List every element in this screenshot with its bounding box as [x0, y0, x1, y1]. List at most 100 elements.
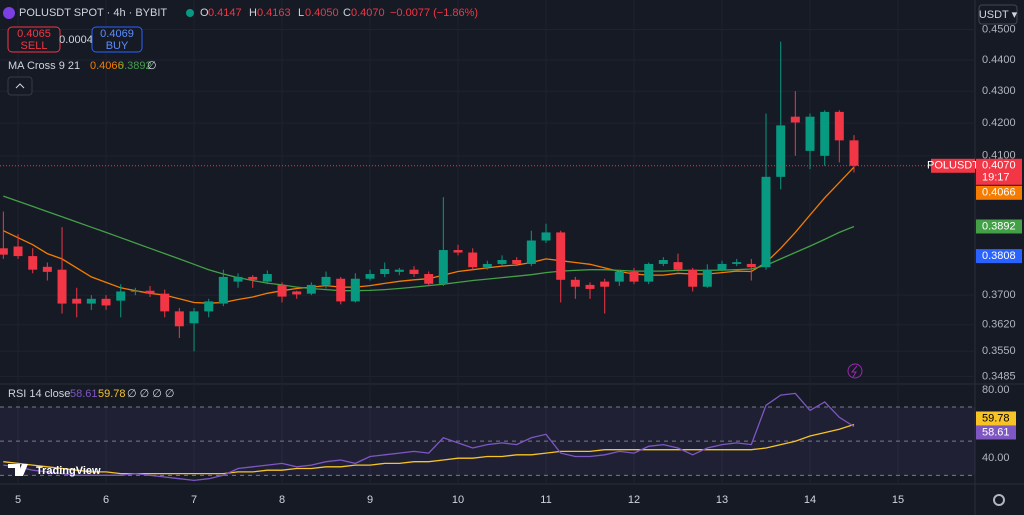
y-tick-label: 0.4100 — [982, 150, 1016, 162]
watermark: TradingView — [36, 465, 101, 477]
ohlc-change: −0.0077 (−1.86%) — [390, 7, 478, 19]
candle-body — [541, 232, 551, 241]
candle-body — [336, 278, 346, 302]
candle-body — [658, 260, 668, 264]
candle-body — [438, 250, 448, 284]
candle-body — [512, 260, 522, 264]
sell-price[interactable]: 0.4065 — [17, 28, 51, 40]
x-tick-label: 13 — [716, 494, 728, 506]
candle-body — [233, 276, 243, 282]
ohlc-value: 0.4070 — [351, 7, 385, 19]
candle-body — [482, 263, 492, 268]
indicator-flag: ∅ ∅ ∅ ∅ — [127, 388, 175, 400]
candle-body — [556, 232, 566, 280]
price-tag-box — [976, 158, 1022, 185]
candle-body — [746, 263, 756, 268]
buy-button[interactable]: 0.4069 BUY — [91, 26, 143, 53]
candle-body — [526, 240, 536, 264]
ohlc-key: O — [200, 7, 209, 19]
price-tag: 0.4070 — [982, 160, 1016, 172]
symbol-tag: POLUSDT — [927, 160, 979, 172]
candle-body — [629, 271, 639, 282]
x-tick-label: 5 — [15, 494, 21, 506]
y-tick-label: 0.3550 — [982, 345, 1016, 357]
symbol-title: POLUSDT SPOT · 4h · BYBIT — [19, 7, 167, 19]
alert-bolt[interactable] — [850, 365, 858, 378]
symbol-tag-box — [931, 158, 975, 173]
sell-label[interactable]: SELL — [21, 40, 48, 52]
ohlc-value: 0.4050 — [305, 7, 339, 19]
alert-circle[interactable] — [847, 363, 863, 379]
candle-body — [776, 125, 786, 177]
settings-button[interactable] — [993, 494, 1005, 506]
price-tag-box — [976, 411, 1016, 426]
collapse-icon[interactable] — [15, 83, 25, 89]
settings-icon[interactable] — [993, 494, 1005, 506]
candle-body — [688, 269, 698, 287]
x-tick-label: 6 — [103, 494, 109, 506]
currency[interactable]: USDT ▾ — [979, 9, 1018, 21]
candle-body — [86, 298, 96, 304]
indicator-value: 59.78 — [98, 388, 126, 400]
candle-body — [453, 250, 463, 253]
y-tick-label: 0.4400 — [982, 54, 1016, 66]
currency-box[interactable] — [978, 4, 1018, 25]
buy-box[interactable] — [91, 26, 143, 53]
overlay: POLUSDT SPOT · 4h · BYBIT O 0.4147 H 0.4… — [3, 4, 1018, 506]
price-tag-box — [976, 219, 1022, 234]
y-tick-label: 0.4300 — [982, 85, 1016, 97]
candle-body — [160, 293, 170, 312]
buy-price[interactable]: 0.4069 — [100, 28, 134, 40]
candle-body — [57, 269, 67, 304]
collapse-box[interactable] — [7, 76, 33, 96]
candle-body — [365, 274, 375, 279]
ohlc-key: H — [249, 7, 257, 19]
y-tick-label: 0.3620 — [982, 319, 1016, 331]
indicator-value: 0.4066 — [90, 60, 124, 72]
candle-body — [350, 278, 360, 302]
price-tag: 0.4066 — [982, 187, 1016, 199]
candle-body — [673, 262, 683, 270]
price-tag-box — [976, 249, 1022, 264]
currency-button[interactable]: USDT ▾ — [978, 4, 1018, 25]
candle-body — [292, 291, 302, 295]
spread: 0.0004 — [59, 34, 93, 46]
collapse-button[interactable] — [7, 76, 33, 96]
candle-body — [145, 290, 155, 294]
candle-body — [394, 269, 404, 272]
candle-body — [321, 276, 331, 285]
candle-body — [101, 298, 111, 306]
y-tick-label: 40.00 — [982, 452, 1010, 464]
candle-body — [174, 311, 184, 327]
candle-body — [497, 260, 507, 264]
sell-button[interactable]: 0.4065 SELL — [7, 26, 61, 53]
line-series — [3, 392, 855, 482]
candle-body — [614, 271, 624, 282]
candle-body — [585, 284, 595, 289]
ohlc-key: L — [298, 7, 304, 19]
candle-body — [380, 268, 390, 275]
candle-body — [42, 266, 52, 272]
candle-body — [248, 276, 258, 280]
y-tick-label: 0.3485 — [982, 370, 1016, 382]
candle-body — [204, 301, 214, 312]
candle-body — [644, 263, 654, 282]
price-tag-box — [976, 425, 1016, 440]
price-tag: 0.3808 — [982, 250, 1016, 262]
status-dot — [186, 9, 194, 17]
sell-box[interactable] — [7, 26, 61, 53]
candle-body — [116, 291, 126, 301]
candle-body — [28, 256, 38, 270]
price-tag: 59.78 — [982, 412, 1010, 424]
symbol-icon — [3, 7, 15, 19]
x-tick-label: 11 — [540, 494, 551, 506]
alert-icon[interactable] — [847, 363, 863, 379]
buy-label[interactable]: BUY — [106, 40, 129, 52]
candle-body — [702, 269, 712, 287]
countdown: 19:17 — [982, 172, 1010, 184]
x-tick-label: 10 — [452, 494, 464, 506]
